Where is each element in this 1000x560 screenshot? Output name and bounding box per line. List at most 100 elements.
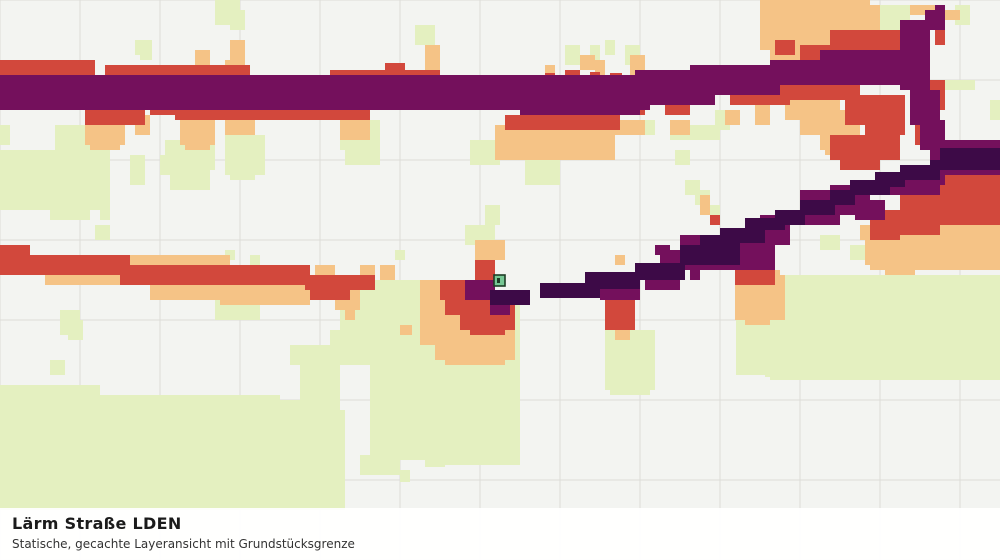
noise-cell-mid [580,55,595,70]
noise-cell-mid [505,150,555,160]
noise-cell-high [745,275,765,285]
noise-cell-mid [860,225,870,240]
noise-cell-low [415,25,435,45]
noise-cell-high [710,215,720,225]
noise-cell-low [820,235,840,250]
noise-cell-low [440,420,520,465]
noise-cell-mid [90,140,120,150]
noise-cell-low [345,150,380,165]
noise-cell-very-high [0,80,150,105]
noise-cell-low [95,225,110,240]
noise-cell-low [485,205,500,225]
noise-cell-low [135,40,150,55]
property-boundary-marker[interactable] [493,274,506,287]
noise-band-extreme [490,148,1000,305]
map-subtitle: Statische, gecachte Layeransicht mit Gru… [12,537,355,551]
noise-cell-low [400,470,410,482]
noise-cell-mid [425,45,440,75]
noise-cell-very-high [910,90,940,125]
noise-cell-low [860,360,940,380]
noise-cell-low [675,150,690,165]
noise-cell-high [930,175,1000,195]
map-caption: Lärm Straße LDEN Statische, gecachte Lay… [0,508,1000,560]
noise-cell-high [475,260,495,285]
noise-cell-very-high [150,82,330,107]
noise-cell-low [50,185,90,220]
noise-cell-mid [755,105,770,125]
noise-cell-low [990,100,1000,120]
noise-cell-low [605,40,615,55]
noise-cell-mid [670,120,690,135]
noise-cell-extreme [945,155,1000,170]
noise-cell-low [705,205,720,215]
noise-cell-low [0,125,10,145]
noise-cell-very-high [465,280,495,300]
noise-cell-mid [910,5,935,15]
noise-cell-low [610,380,650,395]
noise-cell-mid [615,255,625,265]
noise-cell-extreme [585,272,640,289]
noise-cell-mid [725,110,740,125]
noise-cell-very-high [855,200,885,220]
noise-cell-high [870,125,890,145]
noise-cell-very-high [330,82,530,110]
noise-cell-mid [345,295,355,320]
noise-cell-high [870,225,900,240]
noise-cell-low [160,155,180,175]
noise-cell-extreme [775,210,805,225]
noise-cell-low [360,455,400,475]
noise-cell-high [385,63,405,73]
noise-cell-low [900,5,910,20]
noise-band-low [0,0,1000,510]
noise-cell-low [765,365,785,377]
noise-cell-mid [595,60,605,75]
map-title: Lärm Straße LDEN [12,514,182,533]
noise-cell-extreme [720,228,765,243]
noise-cell-high [120,110,140,125]
noise-cell-low [180,180,190,190]
noise-cell-mid [185,140,210,150]
noise-cell-very-high [690,65,780,95]
noise-cell-low [68,320,83,340]
noise-cell-low [565,45,580,65]
noise-cell-high [505,115,565,130]
noise-cell-mid [475,240,505,260]
noise-cell-low [225,135,265,175]
noise-cell-very-high [520,85,640,115]
noise-cell-high [840,150,880,170]
noise-cell-low [230,10,245,30]
noise-cell-very-high [935,5,945,25]
noise-cell-extreme [490,290,530,305]
noise-cell-high [935,30,945,45]
noise-cell-extreme [635,263,685,280]
noise-cell-mid [885,255,915,275]
noise-cell-mid [445,345,505,365]
noise-cell-high [10,255,130,275]
noise-cell-mid [945,10,960,20]
noise-cell-low [280,410,345,510]
noise-cell-very-high [690,265,700,280]
noise-cell-high [775,40,795,55]
noise-cell-low [50,360,65,375]
noise-cell-low [230,170,255,180]
noise-cell-mid [700,195,710,215]
noise-cell-high [730,95,750,105]
noise-cell-mid [745,305,770,325]
noise-cell-high [130,270,310,285]
noise-cell-high [310,285,350,300]
noise-cell-low [100,200,110,220]
noise-cell-low [130,165,145,185]
noise-cell-extreme [875,172,905,187]
noise-cell-low [290,345,350,365]
noise-cell-very-high [655,245,670,255]
noise-cell-low [395,250,405,260]
noise-cell-low [220,305,260,320]
noise-cell-very-high [820,50,910,65]
noise-cell-mid [380,265,395,280]
noise-cell-low [425,455,445,467]
noise-cell-extreme [800,200,835,215]
noise-cell-mid [545,65,555,75]
noise-cell-high [470,320,505,335]
noise-cell-low [250,255,260,265]
